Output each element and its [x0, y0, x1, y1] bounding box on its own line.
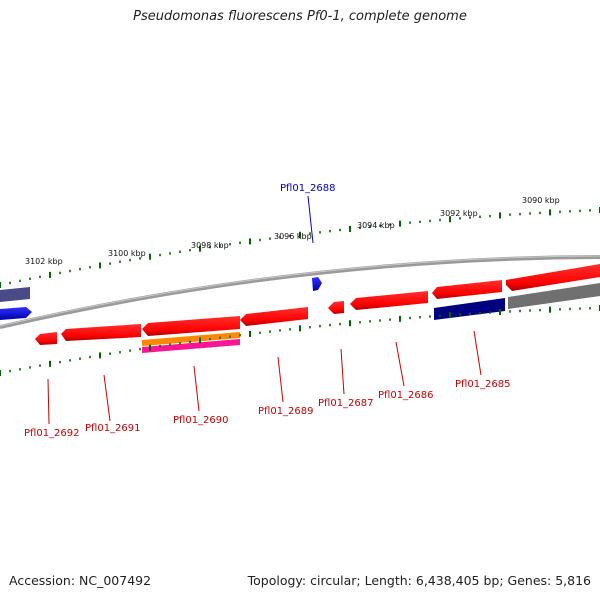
feature-pfl01-2691[interactable]: [61, 324, 141, 341]
feature-pfl01-2690[interactable]: [142, 316, 240, 336]
feature-pfl01-2686[interactable]: [350, 291, 428, 310]
reverse-features: [35, 280, 600, 353]
inner-tick-ring: [0, 305, 600, 376]
feature-pfl01-2690-rna: [142, 339, 240, 353]
kbp-label: 3100 kbp: [108, 249, 146, 258]
feature-blue-arrow: [0, 307, 32, 320]
feature-pfl01-2687[interactable]: [328, 301, 344, 314]
kbp-label: 3094 kbp: [357, 221, 395, 230]
gene-label-2691[interactable]: Pfl01_2691: [85, 423, 141, 434]
callout-line-2690: [193, 365, 200, 412]
accession-label: Accession: NC_007492: [9, 573, 152, 588]
gene-label-2690[interactable]: Pfl01_2690: [173, 415, 229, 426]
map-title: Pseudomonas fluorescens Pf0-1, complete …: [133, 9, 467, 24]
gene-label-2688[interactable]: Pfl01_2688: [280, 183, 336, 194]
callout-line-2688: [307, 195, 314, 244]
feature-pfl01-2692[interactable]: [35, 332, 57, 345]
kbp-label: 3092 kbp: [440, 209, 478, 218]
forward-features: [0, 264, 600, 320]
kbp-label: 3096 kbp: [274, 232, 312, 241]
callout-line-2689: [277, 356, 284, 403]
gene-labels: Pfl01_2688 Pfl01_2692 Pfl01_2691 Pfl01_2…: [24, 183, 511, 439]
kbp-label: 3090 kbp: [522, 196, 560, 205]
feature-pfl01-2690-pseudo: [142, 332, 240, 346]
kbp-label: 3098 kbp: [191, 241, 229, 250]
gene-label-2687[interactable]: Pfl01_2687: [318, 398, 374, 409]
feature-red-top-1: [506, 264, 600, 291]
callout-line-2685: [473, 330, 482, 376]
kbp-labels: 3102 kbp 3100 kbp 3098 kbp 3096 kbp 3094 kbp…: [25, 196, 560, 266]
callout-line-2691: [103, 374, 111, 422]
feature-pfl01-2685[interactable]: [434, 298, 505, 320]
callout-line-2692: [47, 378, 50, 425]
gene-label-2689[interactable]: Pfl01_2689: [258, 406, 314, 417]
genome-backbone-highlight: [0, 255, 600, 327]
feature-pfl01-2688[interactable]: [312, 277, 322, 291]
gene-callout-lines: [47, 195, 482, 425]
feature-grey: [508, 283, 600, 309]
feature-slate: [0, 287, 30, 302]
feature-red-2: [432, 280, 502, 299]
kbp-label: 3102 kbp: [25, 257, 63, 266]
gene-label-2686[interactable]: Pfl01_2686: [378, 390, 434, 401]
outer-tick-ring: [0, 207, 600, 288]
gene-label-2685[interactable]: Pfl01_2685: [455, 379, 511, 390]
callout-line-2686: [395, 341, 405, 387]
callout-line-2687: [340, 348, 345, 395]
genome-summary: Topology: circular; Length: 6,438,405 bp…: [247, 573, 591, 588]
gene-label-2692[interactable]: Pfl01_2692: [24, 428, 80, 439]
genome-backbone: [0, 255, 600, 329]
feature-pfl01-2689[interactable]: [240, 307, 308, 326]
